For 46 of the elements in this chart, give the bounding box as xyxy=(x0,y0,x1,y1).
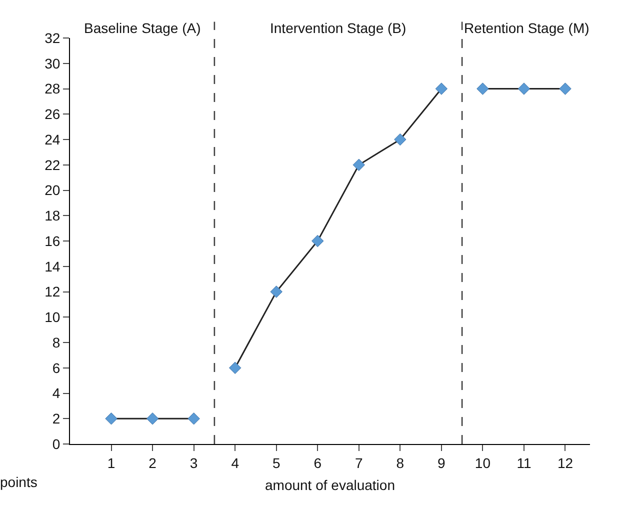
y-tick-label: 30 xyxy=(44,55,60,72)
y-tick-label: 20 xyxy=(44,182,60,198)
x-tick-label: 10 xyxy=(474,454,491,471)
y-tick-label: 4 xyxy=(52,385,60,402)
point xyxy=(270,286,282,298)
point xyxy=(105,412,118,425)
x-tick-label: 1 xyxy=(107,454,116,471)
x-tick-label: 12 xyxy=(557,454,574,471)
point xyxy=(559,82,572,95)
y-tick-label: 32 xyxy=(44,30,60,46)
x-tick-label: 8 xyxy=(396,454,404,471)
x-tick-label: 2 xyxy=(148,454,157,471)
point xyxy=(352,158,365,171)
x-tick-label: 5 xyxy=(272,454,280,471)
y-tick-label: 16 xyxy=(44,232,60,249)
x-tick-label: 11 xyxy=(516,454,532,471)
text: Intervention Stage (B) xyxy=(270,20,406,36)
y-tick-label: 26 xyxy=(44,106,60,122)
point xyxy=(394,133,406,146)
point xyxy=(518,82,530,95)
x-tick-label: 7 xyxy=(354,454,363,471)
x-tick-label: 6 xyxy=(314,454,322,471)
point xyxy=(146,412,159,425)
y-tick-label: 18 xyxy=(44,208,60,224)
point xyxy=(312,234,324,248)
text: Baseline Stage (A) xyxy=(84,20,201,36)
y-tick-label: 2 xyxy=(52,410,60,427)
y-tick-label: 6 xyxy=(52,360,60,376)
x-tick-label: 4 xyxy=(231,454,240,471)
y-tick-label: 28 xyxy=(44,80,60,97)
y-tick-label: 24 xyxy=(44,131,60,148)
text: Retention Stage (M) xyxy=(464,20,590,36)
x-axis-title: amount of evaluation xyxy=(265,477,395,494)
x-tick-label: 3 xyxy=(190,454,198,471)
point xyxy=(188,412,200,425)
x-tick-label: 9 xyxy=(438,454,446,471)
y-tick-label: 12 xyxy=(44,284,60,300)
y-tick-label: 10 xyxy=(44,309,60,326)
y-tick-label: 0 xyxy=(52,436,60,452)
y-tick-label: 14 xyxy=(44,258,60,274)
y-axis-title: points xyxy=(0,474,38,490)
point xyxy=(228,362,242,374)
y-tick-label: 8 xyxy=(52,334,60,350)
point xyxy=(476,82,489,95)
y-tick-label: 22 xyxy=(44,156,60,173)
point xyxy=(435,82,448,95)
